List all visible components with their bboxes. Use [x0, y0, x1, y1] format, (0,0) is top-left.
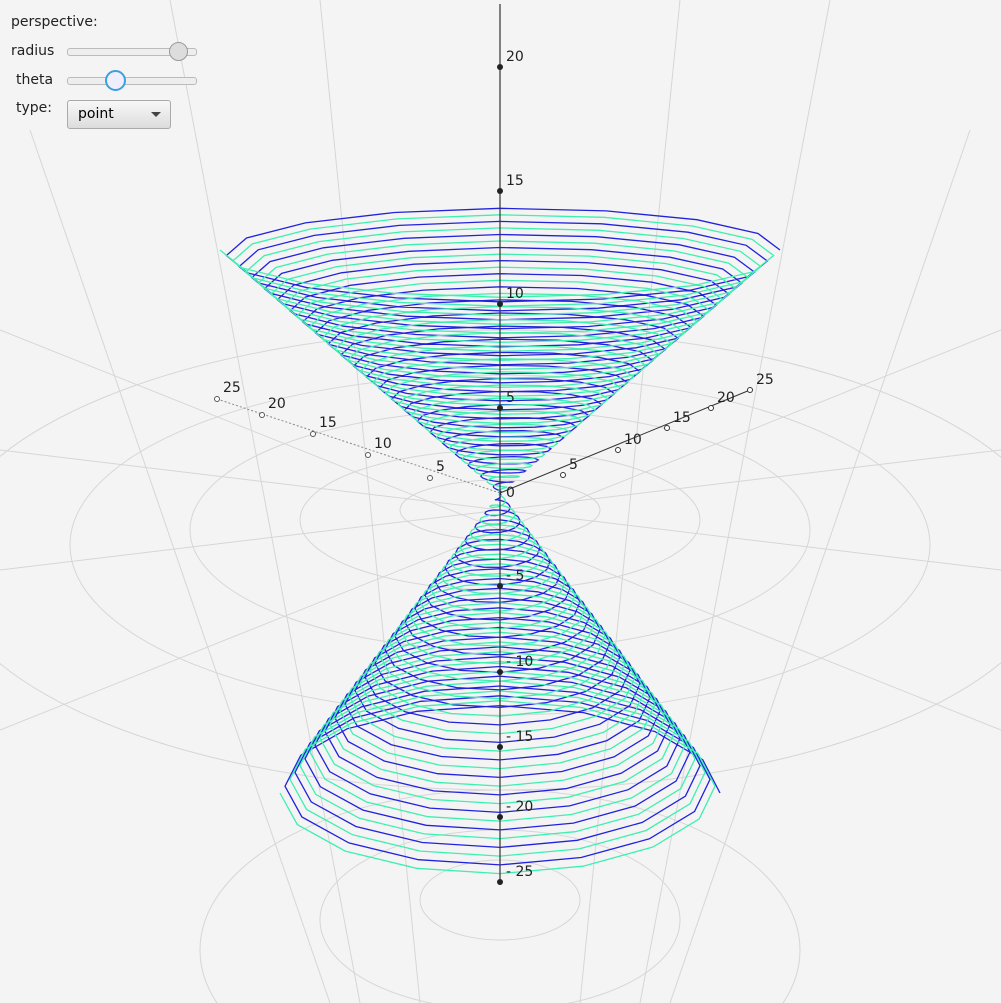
- perspective-label: perspective:: [11, 14, 98, 30]
- x-tick: [427, 475, 433, 481]
- z-tick-label: - 15: [506, 729, 533, 745]
- z-tick-label: - 10: [506, 654, 533, 670]
- z-tick-label: 15: [506, 173, 524, 189]
- dropdown-arrow: [151, 112, 161, 117]
- x-tick-label: 5: [436, 459, 445, 475]
- radius-thumb[interactable]: [169, 42, 188, 61]
- z-tick: [497, 814, 503, 820]
- z-tick: [497, 879, 503, 885]
- y-tick: [708, 405, 714, 411]
- z-tick: [497, 583, 503, 589]
- theta-slider[interactable]: [67, 77, 197, 85]
- z-tick: [497, 405, 503, 411]
- origin-label: 0: [506, 485, 515, 501]
- type-dropdown[interactable]: point: [67, 100, 171, 129]
- z-tick-label: - 5: [506, 568, 524, 584]
- x-tick-label: 15: [319, 415, 337, 431]
- x-tick: [365, 452, 371, 458]
- x-tick: [310, 431, 316, 437]
- spirals: [219, 207, 781, 875]
- z-tick-label: 20: [506, 49, 524, 65]
- z-tick: [497, 64, 503, 70]
- y-tick-label: 20: [717, 390, 735, 406]
- z-tick: [497, 744, 503, 750]
- spiral: [279, 492, 716, 875]
- y-tick: [664, 425, 670, 431]
- y-tick-label: 15: [673, 410, 691, 426]
- radius-label: radius: [11, 43, 55, 59]
- x-tick: [214, 396, 220, 402]
- theta-label: theta: [16, 72, 54, 88]
- y-tick: [615, 447, 621, 453]
- y-tick: [560, 472, 566, 478]
- y-tick-label: 10: [624, 432, 642, 448]
- type-value: point: [78, 106, 114, 122]
- radius-slider[interactable]: [67, 48, 197, 56]
- z-tick-label: - 25: [506, 864, 533, 880]
- y-tick-label: 25: [756, 372, 774, 388]
- spiral: [284, 492, 721, 866]
- z-tick: [497, 301, 503, 307]
- x-tick-label: 20: [268, 396, 286, 412]
- spiral: [219, 214, 775, 494]
- z-tick-label: 10: [506, 286, 524, 302]
- z-tick: [497, 188, 503, 194]
- z-tick: [497, 669, 503, 675]
- z-tick-label: 5: [506, 390, 515, 406]
- x-tick: [259, 412, 265, 418]
- type-label: type:: [16, 100, 52, 116]
- theta-thumb[interactable]: [105, 70, 126, 91]
- y-tick-label: 5: [569, 457, 578, 473]
- x-tick-label: 10: [374, 436, 392, 452]
- z-tick-label: - 20: [506, 799, 533, 815]
- x-tick-label: 25: [223, 380, 241, 396]
- y-tick: [747, 387, 753, 393]
